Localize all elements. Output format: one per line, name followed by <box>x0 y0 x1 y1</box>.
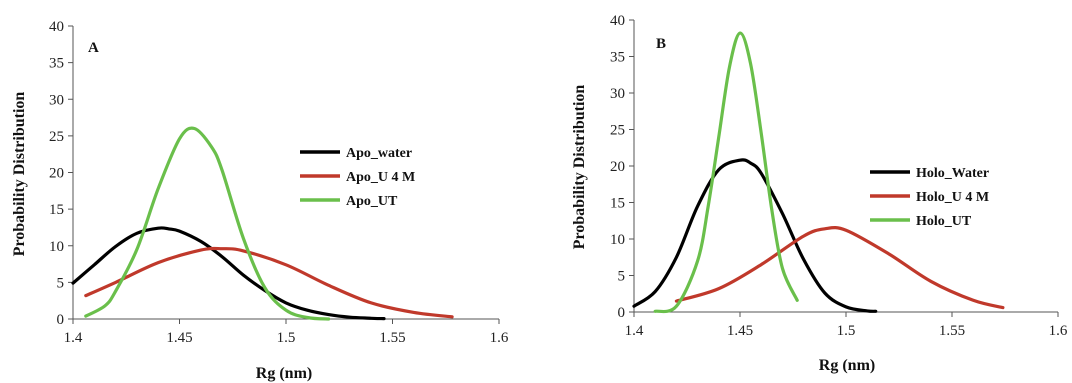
legend-label-apo-water: Apo_water <box>346 146 412 161</box>
series-line-apo-ut <box>84 126 331 321</box>
legend-a: Apo_water Apo_U 4 M Apo_UT <box>300 146 415 209</box>
y-tick-label: 30 <box>610 86 625 102</box>
series-line-holo-water <box>632 158 878 313</box>
x-tick-label: 1.45 <box>166 330 192 346</box>
legend-label-holo-water: Holo_Water <box>916 166 989 181</box>
y-tick-label: 40 <box>610 13 625 29</box>
x-tick-label: 1.55 <box>939 323 965 339</box>
series-line-apo-u-4-m <box>84 246 454 319</box>
y-tick-label: 15 <box>49 202 64 218</box>
x-tick-label: 1.5 <box>277 330 296 346</box>
y-tick-label: 20 <box>610 159 625 175</box>
y-axis-title-a: Probability Distribution <box>11 92 28 257</box>
chart-panel-a: A Probability Distribution Rg (nm) 0 5 10 1… <box>11 19 509 382</box>
y-tick-label: 10 <box>610 232 625 248</box>
chart-panel-b: B Probability Distribution Rg (nm) 0 5 10 1… <box>571 13 1068 374</box>
panel-label-b: B <box>656 36 666 52</box>
series-group-b <box>632 31 1005 314</box>
y-tick-label: 5 <box>57 275 65 291</box>
x-axis-title-b: Rg (nm) <box>819 357 875 374</box>
y-tick-label: 10 <box>49 239 64 255</box>
series-group-a <box>71 126 454 321</box>
legend-label-holo-u-4-m: Holo_U 4 M <box>916 190 989 205</box>
y-tick-label: 15 <box>610 196 625 212</box>
y-tick-label: 5 <box>618 269 626 285</box>
x-tick-label: 1.55 <box>379 330 405 346</box>
x-tick-label: 1.4 <box>625 323 644 339</box>
y-tick-label: 35 <box>610 50 625 66</box>
series-line-holo-ut <box>653 31 799 314</box>
series-line-holo-u-4-m <box>674 225 1005 310</box>
y-tick-label: 25 <box>610 123 625 139</box>
axes-b: 0 5 10 15 20 25 30 35 40 1.4 1.45 1.5 1.55 1.6 <box>610 13 1068 339</box>
x-axis-title-a: Rg (nm) <box>256 365 312 382</box>
axes-a: 0 5 10 15 20 25 30 35 40 1.4 1.45 1.5 1.55 1.6 <box>49 19 509 346</box>
y-tick-label: 0 <box>618 305 626 321</box>
series-line-apo-water <box>71 226 386 321</box>
y-axis-title-b: Probability Distribution <box>571 85 588 250</box>
x-tick-label: 1.5 <box>837 323 856 339</box>
x-tick-label: 1.6 <box>1049 323 1068 339</box>
y-tick-label: 0 <box>57 312 65 328</box>
y-tick-label: 30 <box>49 92 64 108</box>
legend-label-apo-u-4-m: Apo_U 4 M <box>346 170 415 185</box>
x-tick-label: 1.4 <box>64 330 83 346</box>
legend-b: Holo_Water Holo_U 4 M Holo_UT <box>870 166 989 229</box>
legend-label-apo-ut: Apo_UT <box>346 194 398 209</box>
panel-label-a: A <box>88 40 99 56</box>
x-tick-label: 1.6 <box>490 330 509 346</box>
y-tick-label: 25 <box>49 129 64 145</box>
y-tick-label: 40 <box>49 19 64 35</box>
y-tick-label: 35 <box>49 56 64 72</box>
legend-label-holo-ut: Holo_UT <box>916 214 972 229</box>
x-tick-label: 1.45 <box>727 323 753 339</box>
y-tick-label: 20 <box>49 166 64 182</box>
